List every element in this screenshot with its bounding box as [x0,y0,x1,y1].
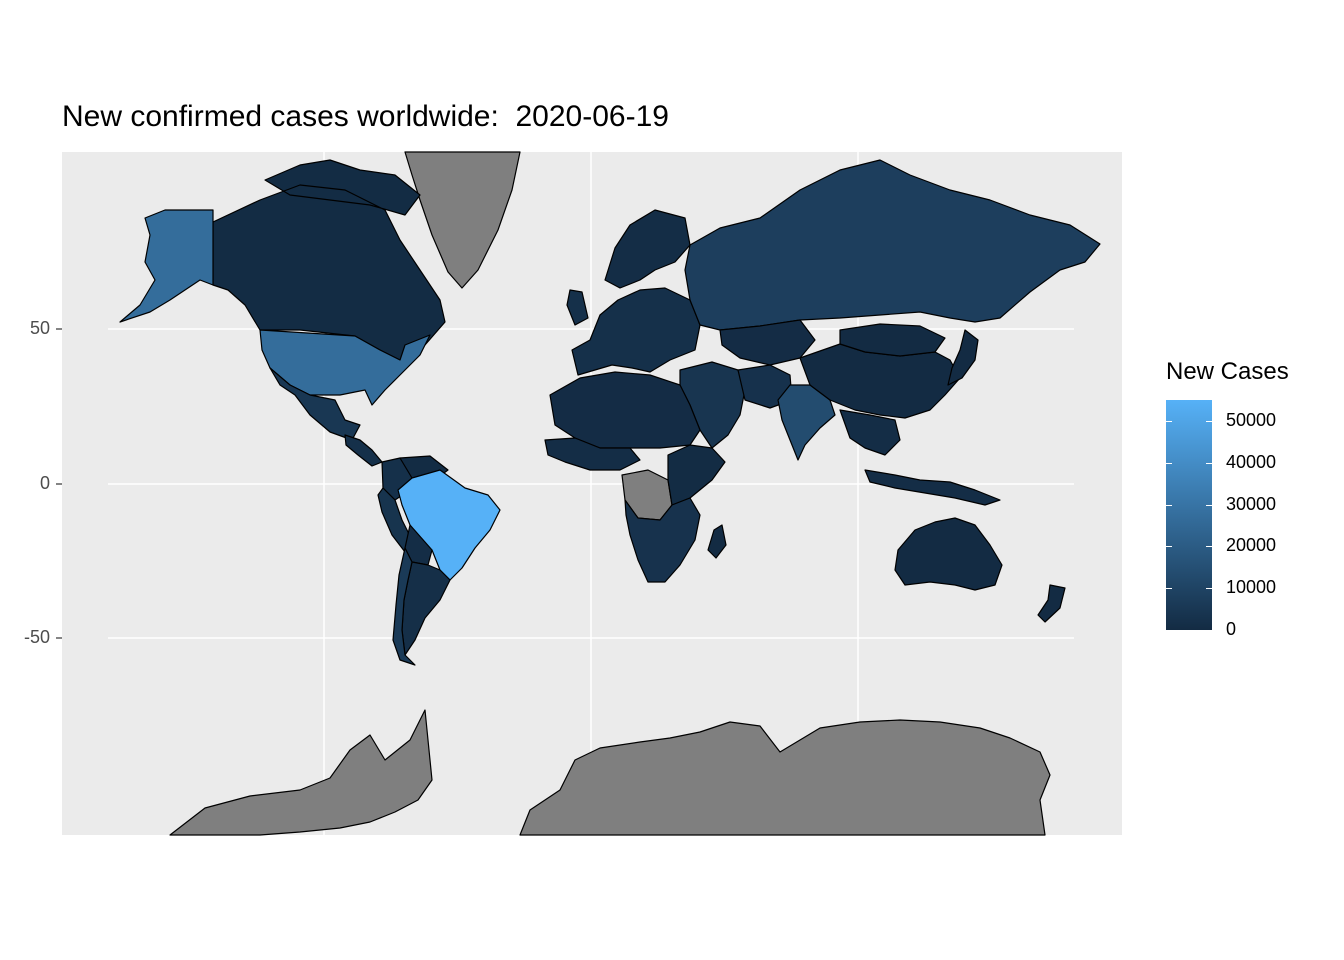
legend-tick-mark [1166,462,1172,464]
y-tick-label-minus50: -50 [23,627,50,647]
legend-tick-label: 30000 [1226,493,1277,514]
legend-tick-mark [1206,504,1212,506]
region-madagascar [707,524,727,559]
legend-tick-mark [1166,420,1172,422]
region-indonesia [864,469,1001,506]
region-new-zealand [1037,584,1066,623]
legend-tick-label: 20000 [1226,535,1277,556]
legend-tick-label: 50000 [1226,409,1277,430]
region-japan [947,329,979,386]
region-chile [392,547,416,666]
legend-tick-label: 0 [1226,619,1237,639]
legend-tick-mark [1206,630,1212,631]
region-mongolia [839,323,946,357]
legend-tick-mark [1206,420,1212,422]
regions-layer [119,151,1101,836]
region-east-africa [667,444,726,506]
region-alaska [119,209,214,323]
region-southeast-asia [839,409,901,456]
legend-colorbar [1166,400,1212,630]
region-southern-africa [624,497,701,583]
legend-tick-mark [1206,462,1212,464]
legend-tick-mark [1206,546,1212,548]
legend-tick-mark [1166,546,1172,548]
legend-tick-mark [1166,588,1172,590]
region-west-africa [544,437,641,471]
legend-tick-mark [1206,588,1212,590]
legend-tick-label: 40000 [1226,451,1277,472]
region-brazil [397,469,501,581]
region-antarctica [169,709,1051,836]
legend-tick-mark [1166,504,1172,506]
y-tick-label-50: 50 [29,318,50,338]
region-central-america [344,434,383,467]
chart-title: New confirmed cases worldwide: 2020-06-1… [62,100,669,133]
legend-title: New Cases [1166,358,1289,385]
region-australia [894,517,1003,591]
legend-tick-label: 10000 [1226,577,1277,598]
y-tick-label-0: 0 [39,473,50,493]
region-greenland [404,151,521,289]
region-europe [566,287,701,376]
region-mexico [269,367,361,441]
legend-tick-mark [1166,630,1172,631]
